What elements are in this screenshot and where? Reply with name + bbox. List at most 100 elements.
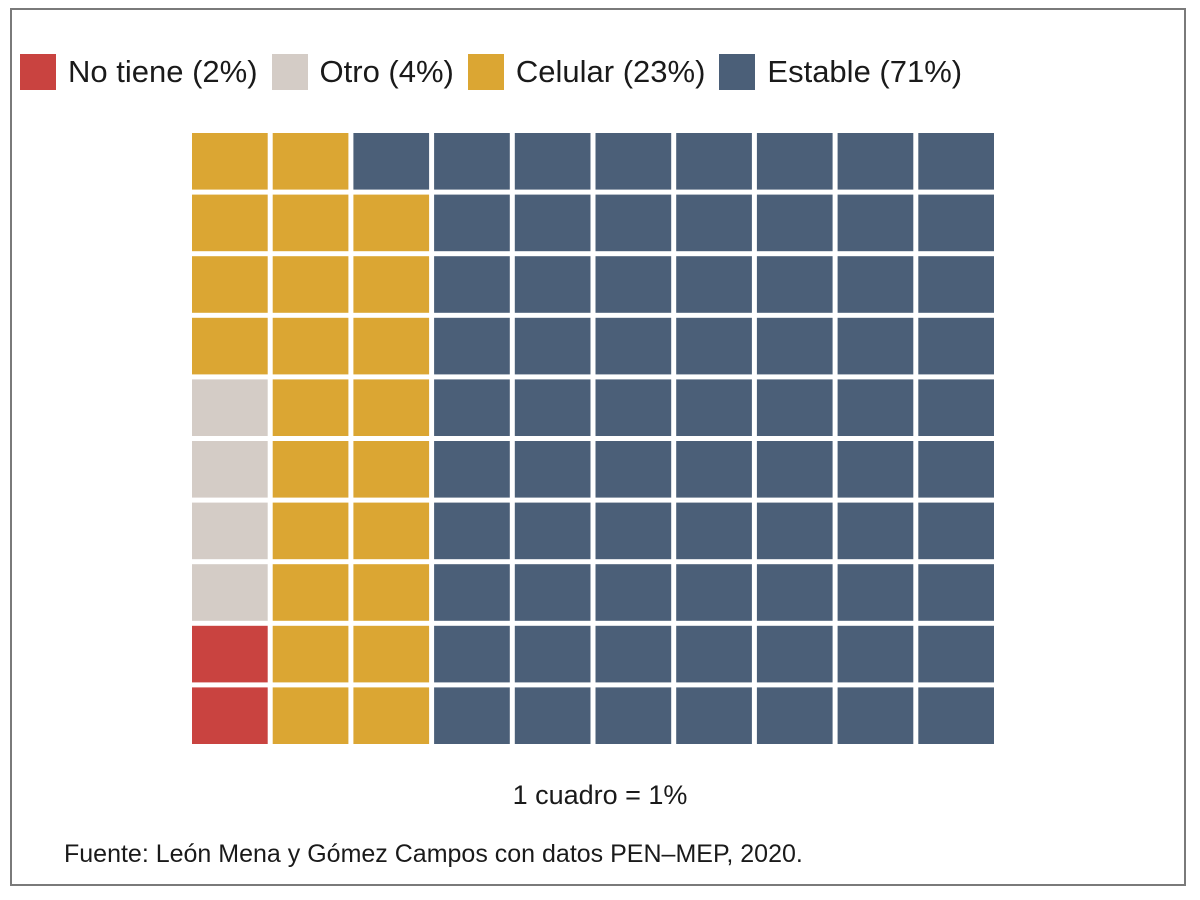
waffle-cell-celular	[272, 441, 349, 498]
waffle-cell-estable	[837, 256, 914, 313]
waffle-cell-estable	[434, 687, 510, 744]
waffle-cell-celular	[353, 256, 430, 313]
waffle-cell-estable	[756, 256, 833, 313]
waffle-cell-estable	[918, 441, 994, 498]
waffle-cell-estable	[837, 317, 914, 375]
waffle-cell-estable	[434, 441, 510, 498]
waffle-cell-celular	[272, 379, 349, 436]
legend-item-no-tiene: No tiene (2%)	[20, 54, 258, 90]
waffle-cell-no-tiene	[192, 625, 268, 683]
waffle-cell-estable	[837, 502, 914, 560]
waffle-cell-estable	[918, 194, 994, 252]
waffle-cell-celular	[272, 194, 349, 252]
waffle-cell-estable	[514, 502, 591, 560]
waffle-cell-estable	[676, 564, 752, 621]
waffle-cell-estable	[837, 625, 914, 683]
waffle-cell-estable	[837, 441, 914, 498]
legend-swatch-celular	[467, 54, 504, 90]
legend-label-estable: Estable (71%)	[767, 54, 963, 89]
waffle-cell-estable	[837, 687, 914, 744]
waffle-cell-estable	[353, 133, 430, 190]
waffle-cell-celular	[353, 379, 430, 436]
waffle-cell-celular	[353, 317, 430, 375]
waffle-cell-estable	[756, 687, 833, 744]
waffle-cell-celular	[353, 502, 430, 560]
waffle-cell-celular	[272, 256, 349, 313]
waffle-cell-celular	[272, 317, 349, 375]
waffle-cell-estable	[676, 502, 752, 560]
waffle-cell-estable	[595, 194, 672, 252]
waffle-cell-celular	[272, 564, 349, 621]
waffle-cell-estable	[514, 317, 591, 375]
waffle-cell-estable	[595, 502, 672, 560]
legend-item-celular: Celular (23%)	[467, 54, 706, 90]
waffle-cell-estable	[756, 441, 833, 498]
waffle-cell-celular	[272, 502, 349, 560]
waffle-cell-celular	[353, 441, 430, 498]
waffle-cell-celular	[353, 194, 430, 252]
waffle-cell-estable	[595, 441, 672, 498]
waffle-cell-estable	[595, 564, 672, 621]
waffle-cell-estable	[918, 256, 994, 313]
waffle-cell-estable	[756, 625, 833, 683]
waffle-cell-estable	[918, 687, 994, 744]
waffle-cell-estable	[514, 379, 591, 436]
waffle-cell-estable	[514, 625, 591, 683]
waffle-cell-estable	[434, 256, 510, 313]
waffle-cell-estable	[676, 625, 752, 683]
waffle-cell-estable	[756, 133, 833, 190]
waffle-cell-celular	[353, 564, 430, 621]
waffle-cell-estable	[676, 441, 752, 498]
waffle-cell-estable	[676, 379, 752, 436]
legend-item-otro: Otro (4%)	[271, 54, 454, 90]
waffle-cell-estable	[918, 625, 994, 683]
waffle-cell-celular	[192, 317, 268, 375]
waffle-cell-estable	[434, 317, 510, 375]
waffle-cell-estable	[837, 133, 914, 190]
legend-swatch-no-tiene	[20, 54, 56, 90]
legend-item-estable: Estable (71%)	[719, 54, 962, 90]
unit-note: 1 cuadro = 1%	[512, 780, 688, 810]
waffle-cell-estable	[676, 687, 752, 744]
waffle-cell-otro	[192, 441, 268, 498]
source-note: Fuente: León Mena y Gómez Campos con dat…	[64, 840, 803, 868]
waffle-cell-estable	[434, 564, 510, 621]
waffle-cell-estable	[434, 194, 510, 252]
waffle-cell-estable	[676, 194, 752, 252]
legend-swatch-estable	[719, 54, 756, 90]
waffle-cell-estable	[918, 379, 994, 436]
waffle-cell-estable	[756, 502, 833, 560]
waffle-cell-celular	[353, 687, 430, 744]
waffle-cell-estable	[514, 133, 591, 190]
waffle-cell-estable	[434, 133, 510, 190]
legend-label-celular: Celular (23%)	[515, 54, 706, 89]
waffle-cell-otro	[192, 502, 268, 560]
waffle-cell-estable	[756, 194, 833, 252]
waffle-cell-estable	[676, 317, 752, 375]
waffle-cell-estable	[837, 564, 914, 621]
waffle-cell-estable	[676, 133, 752, 190]
waffle-cell-estable	[434, 502, 510, 560]
waffle-cell-celular	[272, 687, 349, 744]
waffle-cell-celular	[192, 133, 268, 190]
waffle-cell-estable	[918, 564, 994, 621]
waffle-cell-estable	[918, 133, 994, 190]
waffle-cell-estable	[514, 564, 591, 621]
waffle-cell-no-tiene	[192, 687, 268, 744]
waffle-cell-estable	[756, 564, 833, 621]
legend-swatch-otro	[271, 54, 308, 90]
waffle-cell-estable	[595, 256, 672, 313]
waffle-cell-estable	[756, 317, 833, 375]
waffle-cell-estable	[918, 502, 994, 560]
waffle-cell-celular	[192, 194, 268, 252]
waffle-cell-celular	[272, 133, 349, 190]
waffle-cell-estable	[837, 379, 914, 436]
legend: No tiene (2%) Otro (4%) Celular (23%) Es…	[20, 52, 962, 92]
waffle-cell-estable	[595, 133, 672, 190]
waffle-cell-celular	[353, 625, 430, 683]
waffle-cell-otro	[192, 564, 268, 621]
waffle-cell-celular	[272, 625, 349, 683]
waffle-cell-estable	[756, 379, 833, 436]
waffle-cell-estable	[434, 625, 510, 683]
